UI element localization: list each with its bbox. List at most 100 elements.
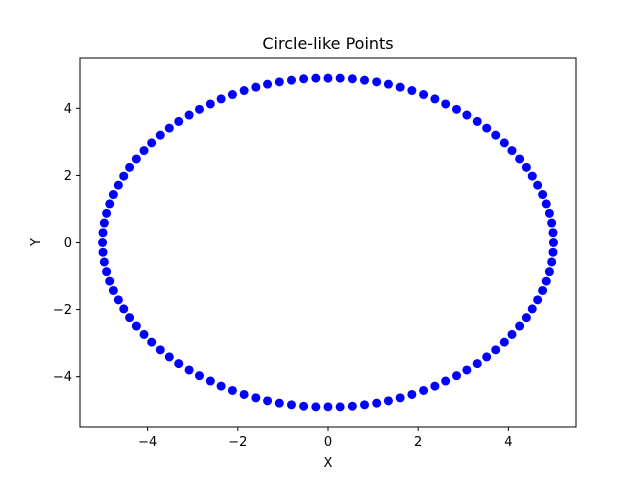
data-point: [147, 138, 157, 148]
data-point: [99, 218, 109, 228]
data-point: [335, 73, 345, 83]
data-point: [139, 146, 149, 156]
data-point: [119, 304, 129, 314]
data-point: [347, 401, 357, 411]
data-point: [164, 352, 174, 362]
data-point: [548, 228, 558, 238]
data-point: [251, 393, 261, 403]
data-point: [125, 313, 135, 323]
data-point: [347, 74, 357, 84]
data-point: [108, 190, 118, 200]
data-point: [274, 398, 284, 408]
data-point: [113, 295, 123, 305]
data-point: [538, 190, 548, 200]
data-point: [515, 154, 525, 164]
data-point: [544, 208, 554, 218]
data-point: [131, 154, 141, 164]
data-point: [99, 257, 109, 267]
points-layer: [98, 73, 558, 412]
data-point: [274, 77, 284, 87]
data-point: [472, 359, 482, 369]
data-point: [547, 218, 557, 228]
data-point: [527, 304, 537, 314]
data-point: [263, 396, 273, 406]
data-point: [419, 90, 429, 100]
data-point: [515, 321, 525, 331]
data-point: [194, 371, 204, 381]
data-point: [521, 313, 531, 323]
data-point: [441, 376, 451, 386]
data-point: [323, 402, 333, 412]
data-point: [452, 104, 462, 114]
data-point: [462, 110, 472, 120]
data-point: [507, 329, 517, 339]
data-point: [113, 180, 123, 190]
chart-title: Circle-like Points: [262, 34, 393, 53]
data-point: [521, 162, 531, 172]
data-point: [155, 345, 165, 355]
data-point: [147, 337, 157, 347]
data-point: [430, 94, 440, 104]
data-point: [263, 79, 273, 89]
data-point: [98, 228, 108, 238]
data-point: [395, 393, 405, 403]
x-tick-label: −2: [228, 435, 247, 450]
x-axis-ticks: −4 −2 0 2 4: [138, 427, 513, 450]
data-point: [407, 86, 417, 96]
x-tick-label: −4: [138, 435, 157, 450]
data-point: [125, 162, 135, 172]
data-point: [239, 389, 249, 399]
data-point: [131, 321, 141, 331]
data-point: [491, 345, 501, 355]
data-point: [541, 276, 551, 286]
data-point: [139, 329, 149, 339]
data-point: [311, 402, 321, 412]
data-point: [419, 385, 429, 395]
data-point: [205, 99, 215, 109]
data-point: [227, 90, 237, 100]
data-point: [194, 104, 204, 114]
data-point: [119, 171, 129, 181]
data-point: [205, 376, 215, 386]
data-point: [452, 371, 462, 381]
data-point: [184, 365, 194, 375]
data-point: [164, 123, 174, 133]
data-point: [499, 138, 509, 148]
data-point: [491, 130, 501, 140]
data-point: [538, 285, 548, 295]
data-point: [323, 73, 333, 83]
data-point: [227, 385, 237, 395]
data-point: [372, 77, 382, 87]
data-point: [105, 276, 115, 286]
data-point: [507, 146, 517, 156]
data-point: [108, 285, 118, 295]
y-axis-label: Y: [29, 238, 44, 247]
y-tick-label: −2: [53, 303, 72, 318]
x-axis-label: X: [324, 456, 333, 471]
data-point: [98, 247, 108, 257]
data-point: [383, 396, 393, 406]
data-point: [360, 75, 370, 85]
data-point: [548, 247, 558, 257]
data-point: [216, 94, 226, 104]
data-point: [174, 116, 184, 126]
data-point: [407, 389, 417, 399]
x-tick-label: 4: [504, 435, 512, 450]
data-point: [541, 199, 551, 209]
data-point: [155, 130, 165, 140]
data-point: [472, 116, 482, 126]
data-point: [184, 110, 194, 120]
data-point: [98, 238, 108, 247]
data-point: [251, 82, 261, 92]
y-tick-label: 0: [64, 236, 72, 251]
data-point: [105, 199, 115, 209]
data-point: [216, 381, 226, 391]
y-tick-label: 4: [64, 102, 72, 117]
data-point: [462, 365, 472, 375]
data-point: [286, 400, 296, 410]
data-point: [102, 267, 112, 277]
data-point: [311, 73, 321, 83]
